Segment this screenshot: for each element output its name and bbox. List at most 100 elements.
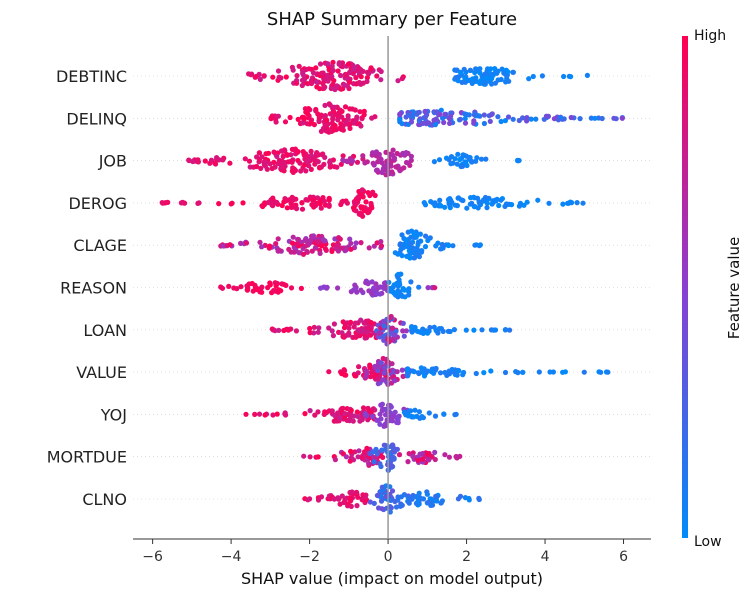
point-derog: [446, 197, 452, 203]
point-derog: [284, 205, 290, 211]
point-clno: [424, 491, 430, 497]
point-clage: [398, 247, 404, 253]
point-job: [258, 165, 264, 171]
point-delinq: [354, 114, 360, 120]
point-delinq: [462, 111, 468, 117]
point-delinq: [305, 111, 311, 117]
point-mortdue: [425, 451, 431, 457]
point-delinq: [551, 116, 558, 122]
point-yoj: [394, 419, 400, 425]
point-yoj: [243, 411, 249, 417]
point-delinq: [462, 116, 468, 122]
point-delinq: [619, 115, 625, 121]
point-derog: [359, 187, 365, 193]
point-job: [290, 146, 296, 153]
feature-label-yoj: YOJ: [100, 405, 127, 424]
point-debtinc: [364, 75, 370, 81]
point-job: [455, 151, 461, 157]
point-debtinc: [283, 74, 289, 80]
point-yoj: [347, 414, 354, 420]
point-loan: [376, 330, 382, 336]
point-clno: [434, 498, 440, 504]
point-debtinc: [482, 71, 488, 77]
point-debtinc: [474, 67, 480, 74]
point-delinq: [269, 113, 275, 119]
point-clno: [455, 496, 461, 502]
point-delinq: [342, 104, 349, 110]
point-clage: [399, 253, 405, 259]
point-delinq: [361, 112, 367, 118]
point-yoj: [307, 408, 313, 414]
point-clno: [337, 501, 343, 507]
point-debtinc: [321, 85, 327, 91]
point-job: [394, 150, 400, 157]
point-loan: [354, 333, 360, 339]
point-debtinc: [495, 68, 501, 74]
point-yoj: [355, 414, 361, 420]
point-clno: [354, 503, 360, 509]
point-loan: [436, 326, 442, 332]
point-value: [520, 369, 526, 375]
point-job: [327, 158, 333, 164]
point-job: [341, 158, 347, 164]
point-debtinc: [325, 78, 331, 84]
point-delinq: [347, 125, 353, 131]
point-loan: [431, 324, 437, 330]
point-yoj: [344, 417, 350, 423]
point-clage: [423, 233, 429, 239]
point-delinq: [510, 116, 516, 122]
point-delinq: [337, 108, 343, 114]
point-reason: [406, 292, 412, 298]
point-yoj: [432, 413, 439, 419]
point-delinq: [308, 120, 314, 126]
point-delinq: [420, 120, 426, 126]
x-tick-label: −2: [299, 549, 320, 565]
feature-label-value: VALUE: [76, 363, 127, 382]
point-value: [392, 378, 398, 384]
point-value: [433, 365, 439, 372]
point-value: [449, 366, 455, 373]
point-delinq: [495, 114, 501, 120]
point-delinq: [432, 122, 438, 128]
point-debtinc: [294, 73, 300, 79]
point-mortdue: [352, 449, 358, 455]
point-value: [547, 369, 553, 375]
point-mortdue: [410, 453, 416, 459]
point-mortdue: [364, 445, 370, 451]
point-value: [343, 372, 349, 378]
point-clage: [335, 242, 341, 248]
point-derog: [196, 200, 202, 206]
point-clage: [401, 241, 407, 247]
point-debtinc: [303, 66, 309, 73]
point-job: [344, 159, 351, 165]
point-job: [269, 165, 275, 172]
point-job: [377, 156, 383, 162]
point-clage: [302, 237, 308, 243]
point-delinq: [349, 106, 355, 112]
point-value: [605, 369, 611, 375]
point-loan: [329, 328, 335, 334]
point-job: [327, 164, 333, 170]
point-delinq: [457, 116, 463, 122]
point-clage: [238, 240, 244, 246]
point-derog: [360, 194, 366, 200]
point-debtinc: [453, 67, 460, 73]
point-loan: [420, 330, 426, 336]
point-mortdue: [379, 447, 385, 453]
point-yoj: [315, 409, 321, 415]
point-clno: [378, 498, 385, 504]
point-debtinc: [330, 67, 336, 74]
point-derog: [310, 197, 316, 203]
point-job: [284, 152, 290, 158]
point-delinq: [410, 109, 416, 115]
point-delinq: [462, 120, 469, 126]
point-job: [214, 155, 220, 161]
feature-label-loan: LOAN: [83, 321, 127, 340]
point-derog: [216, 201, 222, 207]
point-derog: [178, 200, 184, 206]
point-loan: [285, 327, 291, 333]
point-delinq: [406, 112, 412, 118]
point-debtinc: [329, 63, 335, 69]
point-debtinc: [321, 76, 327, 82]
point-value: [391, 374, 397, 380]
